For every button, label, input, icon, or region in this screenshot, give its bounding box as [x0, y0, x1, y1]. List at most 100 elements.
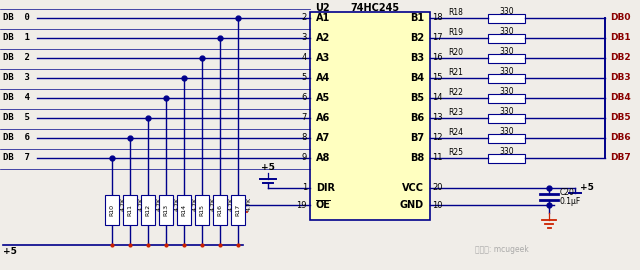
Text: 14: 14 [432, 93, 442, 103]
Text: B4: B4 [410, 73, 424, 83]
Bar [488, 154, 525, 163]
Text: R11: R11 [127, 204, 132, 216]
Text: 330: 330 [499, 87, 514, 96]
Text: 330: 330 [499, 68, 514, 76]
Bar [231, 195, 245, 225]
Text: 10: 10 [432, 201, 442, 210]
Bar [488, 33, 525, 42]
Text: R22: R22 [448, 88, 463, 97]
Text: A7: A7 [316, 133, 330, 143]
Text: 4.7K: 4.7K [193, 197, 198, 211]
Text: 330: 330 [499, 107, 514, 116]
Text: R15: R15 [200, 204, 205, 216]
Text: 2: 2 [301, 14, 307, 22]
Text: R14: R14 [182, 204, 186, 216]
Text: OE: OE [316, 200, 331, 210]
Text: DB  6: DB 6 [3, 133, 30, 143]
Text: 330: 330 [499, 8, 514, 16]
Text: A8: A8 [316, 153, 330, 163]
Bar [488, 93, 525, 103]
Text: 18: 18 [432, 14, 443, 22]
Bar [105, 195, 119, 225]
Text: R18: R18 [448, 8, 463, 17]
Text: 19: 19 [296, 201, 307, 210]
Bar [123, 195, 137, 225]
Text: +5: +5 [3, 247, 17, 256]
Bar [195, 195, 209, 225]
Text: 6: 6 [301, 93, 307, 103]
Text: VCC: VCC [402, 183, 424, 193]
Text: 3: 3 [301, 33, 307, 42]
Text: R25: R25 [448, 148, 463, 157]
Text: R20: R20 [448, 48, 463, 57]
Text: 4.7K: 4.7K [211, 197, 216, 211]
Text: 4.7K: 4.7K [175, 197, 180, 211]
Text: DB  2: DB 2 [3, 53, 30, 62]
Text: 4.7K: 4.7K [157, 197, 162, 211]
Text: 1: 1 [301, 184, 307, 193]
Text: 15: 15 [432, 73, 442, 83]
Text: A6: A6 [316, 113, 330, 123]
Text: DB2: DB2 [610, 53, 630, 62]
Text: B2: B2 [410, 33, 424, 43]
Text: 9: 9 [301, 154, 307, 163]
Text: 0.1μF: 0.1μF [560, 197, 581, 206]
Text: DB3: DB3 [610, 73, 630, 83]
Text: 11: 11 [432, 154, 442, 163]
Bar [488, 14, 525, 22]
Text: R13: R13 [163, 204, 168, 216]
Text: R17: R17 [236, 204, 241, 216]
Text: B1: B1 [410, 13, 424, 23]
Text: DB  4: DB 4 [3, 93, 30, 103]
Text: B5: B5 [410, 93, 424, 103]
Text: R19: R19 [448, 28, 463, 37]
Text: 4.7K: 4.7K [139, 197, 144, 211]
Text: DB  0: DB 0 [3, 14, 30, 22]
Text: 7: 7 [301, 113, 307, 123]
Text: DB0: DB0 [610, 14, 630, 22]
Text: 12: 12 [432, 133, 442, 143]
Text: 17: 17 [432, 33, 443, 42]
Text: 8: 8 [301, 133, 307, 143]
Text: U2: U2 [315, 3, 330, 13]
Text: 330: 330 [499, 28, 514, 36]
Text: GND: GND [400, 200, 424, 210]
Text: R10: R10 [109, 204, 115, 216]
Text: A5: A5 [316, 93, 330, 103]
Bar [488, 133, 525, 143]
Text: A2: A2 [316, 33, 330, 43]
Text: DB  5: DB 5 [3, 113, 30, 123]
Text: 16: 16 [432, 53, 443, 62]
Text: +5: +5 [580, 184, 594, 193]
Text: DB6: DB6 [610, 133, 630, 143]
Text: DB1: DB1 [610, 33, 630, 42]
Text: DB  3: DB 3 [3, 73, 30, 83]
Text: R24: R24 [448, 128, 463, 137]
Text: DB5: DB5 [610, 113, 630, 123]
Text: DB  7: DB 7 [3, 154, 30, 163]
Text: DB4: DB4 [610, 93, 631, 103]
Bar [488, 113, 525, 123]
Text: R12: R12 [145, 204, 150, 216]
Bar [213, 195, 227, 225]
Text: DB7: DB7 [610, 154, 631, 163]
Text: 5: 5 [301, 73, 307, 83]
Bar [159, 195, 173, 225]
Text: R21: R21 [448, 68, 463, 77]
Text: B7: B7 [410, 133, 424, 143]
Text: 4.7K: 4.7K [229, 197, 234, 211]
Text: R16: R16 [218, 204, 223, 216]
Bar [177, 195, 191, 225]
Text: 330: 330 [499, 48, 514, 56]
Bar [488, 53, 525, 62]
Text: +5: +5 [261, 164, 275, 173]
Text: DIR: DIR [316, 183, 335, 193]
Text: 20: 20 [432, 184, 442, 193]
Text: 4.7K: 4.7K [247, 197, 252, 211]
Text: A4: A4 [316, 73, 330, 83]
Text: 330: 330 [499, 127, 514, 137]
Text: A3: A3 [316, 53, 330, 63]
Text: DB  1: DB 1 [3, 33, 30, 42]
Text: 微信号: mcugeek: 微信号: mcugeek [475, 245, 529, 255]
Text: C20: C20 [560, 188, 575, 197]
